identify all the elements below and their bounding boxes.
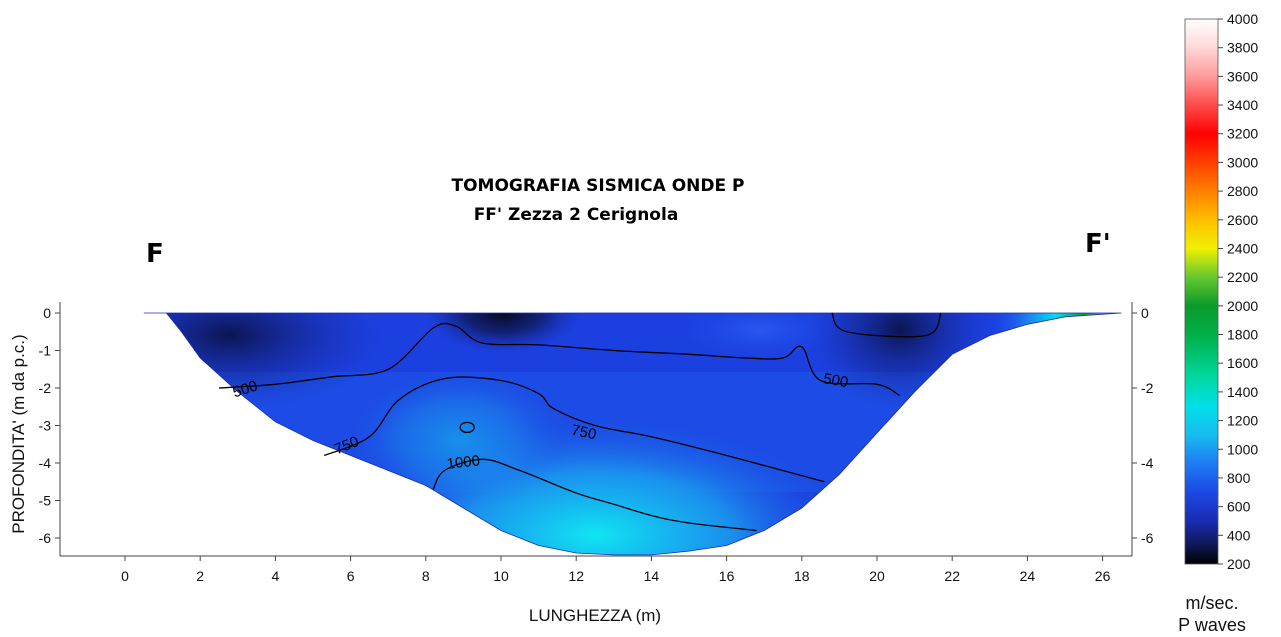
y-right-tick-label: 0 (1141, 305, 1149, 321)
x-tick-label: 8 (422, 568, 430, 584)
x-tick-label: 16 (719, 568, 735, 584)
start-label: F (146, 239, 164, 269)
colorbar-tick-label: 600 (1227, 499, 1251, 515)
colorbar-tick-label: 2000 (1227, 298, 1258, 314)
surface-gradient-right (990, 313, 1122, 340)
x-tick-label: 22 (944, 568, 960, 584)
contour-line-750 (324, 376, 825, 483)
section-fill (143, 313, 1122, 555)
colorbar-ticks: 200 400 600 800 1000 1200 1400 1600 1800 2000 2200… (1218, 11, 1258, 572)
colorbar-tick-label: 2400 (1227, 240, 1258, 256)
colorbar-tick-label: 2200 (1227, 269, 1258, 285)
colorbar-unit-line1: m/sec. (1185, 593, 1238, 613)
y-tick-label: -5 (39, 493, 52, 509)
x-tick-label: 10 (493, 568, 509, 584)
high-velocity-core (350, 370, 570, 510)
medium-velocity-zone (680, 313, 840, 360)
colorbar-tick-label: 1800 (1227, 327, 1258, 343)
contour-line-500 (831, 312, 942, 338)
y-tick-label: -2 (39, 380, 52, 396)
contour-line-500 (218, 322, 900, 397)
x-tick-label: 4 (272, 568, 280, 584)
y-right-tick-label: -4 (1141, 455, 1154, 471)
colorbar-tick-label: 3000 (1227, 154, 1258, 170)
x-axis-ticks: 0 2 4 6 8 10 12 14 16 18 20 22 24 26 (121, 556, 1111, 584)
colorbar-tick-label: 2800 (1227, 183, 1258, 199)
x-tick-label: 6 (347, 568, 355, 584)
y-tick-label: -4 (39, 455, 52, 471)
colorbar-tick-label: 400 (1227, 527, 1251, 543)
y-axis-label: PROFONDITA' (m da p.c.) (9, 334, 28, 533)
contour-label-500: 500 (231, 377, 260, 401)
y-axis-left-ticks: 0 -1 -2 -3 -4 -5 -6 (39, 305, 60, 546)
contour-label-750: 750 (570, 422, 598, 444)
y-axis-right-ticks: 0 -2 -4 -6 (1132, 305, 1154, 546)
x-tick-label: 20 (869, 568, 885, 584)
chart-subtitle: FF' Zezza 2 Cerignola (474, 205, 679, 225)
x-tick-label: 0 (121, 568, 129, 584)
x-axis-label: LUNGHEZZA (m) (529, 606, 661, 625)
colorbar-tick-label: 200 (1227, 556, 1251, 572)
chart-title: TOMOGRAFIA SISMICA ONDE P (451, 176, 744, 196)
y-right-tick-label: -6 (1141, 530, 1154, 546)
low-velocity-zone-top (423, 313, 583, 354)
colorbar-tick-label: 1400 (1227, 384, 1258, 400)
colorbar: 200 400 600 800 1000 1200 1400 1600 1800 2000 2200… (1178, 11, 1258, 635)
colorbar-tick-label: 4000 (1227, 11, 1258, 27)
x-tick-label: 18 (794, 568, 810, 584)
colorbar-gradient (1184, 18, 1219, 565)
colorbar-tick-label: 800 (1227, 470, 1251, 486)
section-outline (143, 312, 1122, 556)
contour-label-1000: 1000 (446, 452, 481, 472)
contour-line-1000 (432, 458, 757, 532)
colorbar-unit-line2: P waves (1178, 615, 1246, 635)
y-tick-label: -3 (39, 418, 52, 434)
x-tick-label: 12 (568, 568, 584, 584)
colorbar-tick-label: 3400 (1227, 97, 1258, 113)
colorbar-tick-label: 3600 (1227, 68, 1258, 84)
colorbar-tick-label: 3800 (1227, 40, 1258, 56)
x-tick-label: 26 (1095, 568, 1111, 584)
contour-small-closed (459, 421, 475, 434)
contour-lines (218, 312, 942, 532)
x-tick-label: 14 (644, 568, 660, 584)
colorbar-tick-label: 2600 (1227, 212, 1258, 228)
y-tick-label: -1 (39, 343, 52, 359)
y-tick-label: -6 (39, 530, 52, 546)
x-tick-label: 2 (196, 568, 204, 584)
colorbar-tick-label: 1600 (1227, 355, 1258, 371)
colorbar-tick-label: 1000 (1227, 441, 1258, 457)
colorbar-tick-label: 1200 (1227, 413, 1258, 429)
y-right-tick-label: -2 (1141, 380, 1154, 396)
plot-frame (59, 302, 1133, 557)
x-tick-label: 24 (1020, 568, 1036, 584)
contour-label-500: 500 (822, 370, 850, 391)
end-label: F' (1085, 229, 1111, 259)
y-tick-label: 0 (43, 305, 51, 321)
colorbar-tick-label: 3200 (1227, 126, 1258, 142)
